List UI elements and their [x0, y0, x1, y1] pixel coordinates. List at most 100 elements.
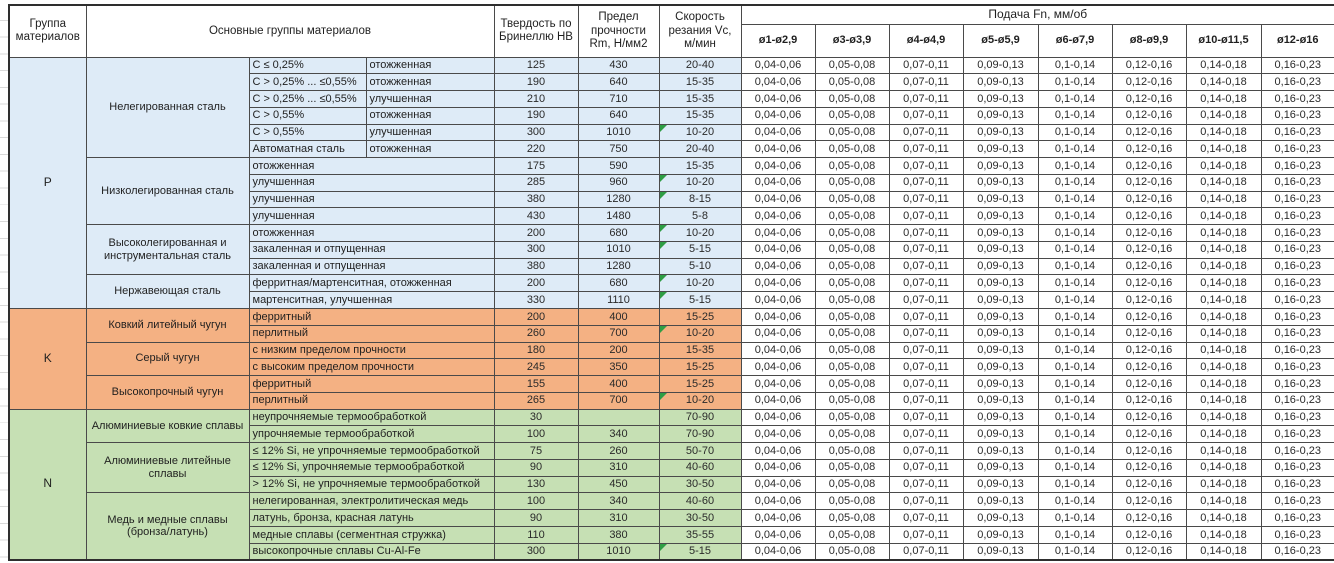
description-cell: с низким пределом прочности: [248, 341, 495, 360]
description-cell: ферритный: [248, 307, 495, 326]
feed-diameter-header: ø3-ø3,9: [814, 23, 890, 58]
feed-value-cell: 0,04-0,06: [740, 190, 816, 209]
feed-value-cell: 0,09-0,13: [962, 442, 1039, 460]
feed-value-cell: 0,16-0,23: [1260, 442, 1334, 460]
feed-value-cell: 0,16-0,23: [1260, 458, 1334, 477]
comment-marker-icon: [660, 175, 667, 182]
hardness-hb-cell: 30: [493, 408, 579, 427]
hardness-hb-cell: 75: [493, 442, 579, 460]
feed-value-cell: 0,05-0,08: [814, 358, 890, 377]
description-cell: > 12% Si, не упрочняемые термообработкой: [248, 475, 495, 494]
cutting-speed-cell: 40-60: [658, 458, 742, 477]
feed-value-cell: 0,09-0,13: [962, 391, 1039, 410]
cutting-speed-cell: 30-50: [658, 509, 742, 527]
feed-value-cell: 0,07-0,11: [888, 90, 964, 108]
strength-rm-cell: 1480: [577, 207, 660, 226]
feed-value-cell: 0,12-0,16: [1111, 257, 1187, 276]
table-row: улучшенная 430 1480 5-8 0,04-0,06 0,05-0,08 0,…: [9, 207, 1334, 226]
strength-rm-cell: 1280: [577, 190, 660, 209]
feed-value-cell: 0,04-0,06: [740, 324, 816, 343]
group-code-cell: N: [8, 408, 87, 561]
strength-rm-cell: 680: [577, 224, 660, 242]
feed-value-cell: 0,05-0,08: [814, 408, 890, 427]
strength-rm-cell: 450: [577, 475, 660, 494]
material-subgroup-cell: Алюминиевые литейные сплавы: [85, 442, 250, 494]
strength-rm-cell: 200: [577, 341, 660, 360]
feed-value-cell: 0,04-0,06: [740, 525, 816, 544]
feed-value-cell: 0,16-0,23: [1260, 190, 1334, 209]
material-subgroup-cell: Ковкий литейный чугун: [85, 307, 250, 343]
feed-value-cell: 0,05-0,08: [814, 492, 890, 511]
feed-value-cell: 0,1-0,14: [1037, 442, 1113, 460]
feed-value-cell: 0,12-0,16: [1111, 425, 1187, 444]
feed-value-cell: 0,05-0,08: [814, 140, 890, 159]
feed-value-cell: 0,1-0,14: [1037, 274, 1113, 293]
cutting-speed-cell: 15-25: [658, 358, 742, 377]
feed-value-cell: 0,07-0,11: [888, 442, 964, 460]
feed-value-cell: 0,14-0,18: [1185, 475, 1262, 494]
feed-value-cell: 0,05-0,08: [814, 106, 890, 125]
material-subgroup-cell: Нержавеющая сталь: [85, 274, 250, 309]
state-cell: отожженная: [365, 106, 495, 125]
description-cell: медные сплавы (сегментная стружка): [248, 525, 495, 544]
feed-value-cell: 0,14-0,18: [1185, 375, 1262, 393]
feed-value-cell: 0,07-0,11: [888, 307, 964, 326]
feed-value-cell: 0,14-0,18: [1185, 140, 1262, 159]
feed-value-cell: 0,14-0,18: [1185, 408, 1262, 427]
strength-rm-cell: 400: [577, 307, 660, 326]
feed-value-cell: 0,16-0,23: [1260, 56, 1334, 75]
strength-rm-cell: 1010: [577, 123, 660, 142]
cutting-speed-cell: 70-90: [658, 425, 742, 444]
state-cell: улучшенная: [365, 90, 495, 108]
table-row: Нержавеющая сталь ферритная/мартенситная,…: [9, 274, 1334, 309]
feed-value-cell: 0,09-0,13: [962, 73, 1039, 92]
feed-value-cell: 0,05-0,08: [814, 190, 890, 209]
feed-diameter-header: ø12-ø16: [1260, 23, 1334, 58]
strength-rm-cell: 340: [577, 425, 660, 444]
table-row: высокопрочные сплавы Cu-Al-Fe 300 1010 5-15…: [9, 542, 1334, 561]
hardness-hb-cell: 90: [493, 509, 579, 527]
feed-value-cell: 0,09-0,13: [962, 140, 1039, 159]
cutting-speed-cell: 15-35: [658, 90, 742, 108]
feed-value-cell: 0,09-0,13: [962, 425, 1039, 444]
description-cell: мартенситная, улучшенная: [248, 291, 495, 309]
feed-value-cell: 0,09-0,13: [962, 525, 1039, 544]
feed-value-cell: 0,12-0,16: [1111, 90, 1187, 108]
feed-value-cell: 0,1-0,14: [1037, 391, 1113, 410]
feed-value-cell: 0,14-0,18: [1185, 509, 1262, 527]
comment-marker-icon: [660, 275, 667, 283]
feed-value-cell: 0,16-0,23: [1260, 375, 1334, 393]
feed-value-cell: 0,1-0,14: [1037, 307, 1113, 326]
strength-rm-cell: 310: [577, 458, 660, 477]
feed-value-cell: 0,09-0,13: [962, 341, 1039, 360]
feed-value-cell: 0,14-0,18: [1185, 425, 1262, 444]
cutting-speed-cell: 20-40: [658, 56, 742, 75]
feed-value-cell: 0,14-0,18: [1185, 542, 1262, 561]
hardness-hb-cell: 100: [493, 425, 579, 444]
header-material-group: Группа материалов: [8, 4, 87, 58]
feed-value-cell: 0,14-0,18: [1185, 173, 1262, 192]
feed-value-cell: 0,07-0,11: [888, 525, 964, 544]
feed-value-cell: 0,09-0,13: [962, 492, 1039, 511]
comment-marker-icon: [660, 292, 667, 300]
feed-value-cell: 0,1-0,14: [1037, 73, 1113, 92]
hardness-hb-cell: 285: [493, 173, 579, 192]
feed-value-cell: 0,12-0,16: [1111, 375, 1187, 393]
feed-value-cell: 0,12-0,16: [1111, 224, 1187, 242]
feed-value-cell: 0,12-0,16: [1111, 207, 1187, 226]
feed-value-cell: 0,14-0,18: [1185, 90, 1262, 108]
table-row: Медь и медные сплавы (бронза/латунь) неле…: [9, 492, 1334, 561]
strength-rm-cell: 640: [577, 73, 660, 92]
feed-value-cell: 0,04-0,06: [740, 224, 816, 242]
feed-value-cell: 0,04-0,06: [740, 307, 816, 326]
feed-value-cell: 0,07-0,11: [888, 458, 964, 477]
feed-value-cell: 0,16-0,23: [1260, 157, 1334, 175]
feed-value-cell: 0,12-0,16: [1111, 475, 1187, 494]
description-cell: перлитный: [248, 324, 495, 343]
table-row: упрочняемые термообработкой 100 340 70-90 0,…: [9, 425, 1334, 444]
state-cell: отожженная: [365, 56, 495, 75]
hardness-hb-cell: 100: [493, 492, 579, 511]
description-cell: отожженная: [248, 224, 495, 242]
feed-value-cell: 0,07-0,11: [888, 224, 964, 242]
feed-value-cell: 0,12-0,16: [1111, 509, 1187, 527]
